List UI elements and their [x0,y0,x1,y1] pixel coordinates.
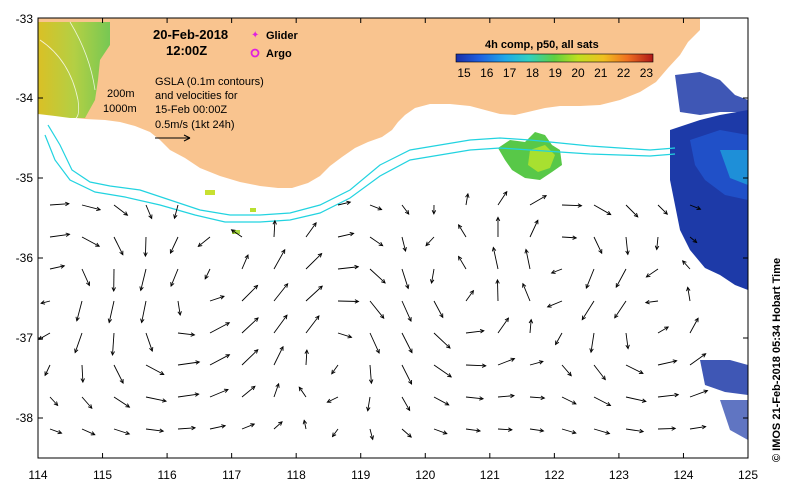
x-tick-label: 123 [609,468,629,482]
land-australia [38,18,700,188]
x-tick-label: 118 [287,468,306,482]
y-tick-label: -36 [16,251,34,265]
colorbar-title: 4h comp, p50, all sats [485,39,599,51]
x-tick-label: 124 [673,468,693,482]
colorbar-tick-label: 19 [549,66,563,80]
x-tick-label: 125 [738,468,758,482]
x-tick-label: 119 [351,468,370,482]
colorbar-tick-label: 23 [640,66,654,80]
sst-speck-1 [205,190,215,195]
map-time: 12:00Z [166,43,207,58]
isobath-1000m [45,135,675,222]
gsla-line-3: 15-Feb 00:00Z [155,104,227,116]
y-tick-label: -37 [16,331,34,345]
legend-glider: Glider [266,30,299,42]
colorbar-tick-label: 20 [571,66,585,80]
x-tick-label: 121 [480,468,500,482]
x-tick-label: 117 [222,468,241,482]
x-tick-label: 122 [544,468,564,482]
sst-speck-3 [250,208,256,212]
x-tick-label: 116 [158,468,177,482]
velocity-arrows [39,192,708,440]
gsla-line-2: and velocities for [155,90,238,102]
x-tick-label: 114 [28,468,47,482]
credit-text: © IMOS 21-Feb-2018 05:34 Hobart Time [771,258,783,462]
colorbar-tick-label: 15 [457,66,471,80]
colorbar-tick-label: 21 [594,66,608,80]
gsla-line-4: 0.5m/s (1kt 24h) [155,119,234,131]
x-tick-label: 115 [93,468,112,482]
map-date: 20-Feb-2018 [153,27,228,42]
colorbar-tick-label: 17 [503,66,517,80]
colorbar-tick-label: 18 [526,66,540,80]
x-tick-label: 120 [415,468,435,482]
legend-argo: Argo [266,48,292,60]
gsla-line-1: GSLA (0.1m contours) [155,76,264,88]
colorbar-gradient [456,54,653,62]
y-tick-label: -33 [16,12,34,26]
sst-patch-east [670,72,748,440]
isobath-label-200m: 200m [107,88,135,100]
y-tick-label: -35 [16,171,34,185]
y-tick-label: -34 [16,91,34,105]
y-tick-label: -38 [16,411,34,425]
isobath-label-1000m: 1000m [103,103,137,115]
glider-marker-icon: ✦ [251,30,259,41]
colorbar-tick-label: 22 [617,66,631,80]
colorbar-tick-label: 16 [480,66,494,80]
